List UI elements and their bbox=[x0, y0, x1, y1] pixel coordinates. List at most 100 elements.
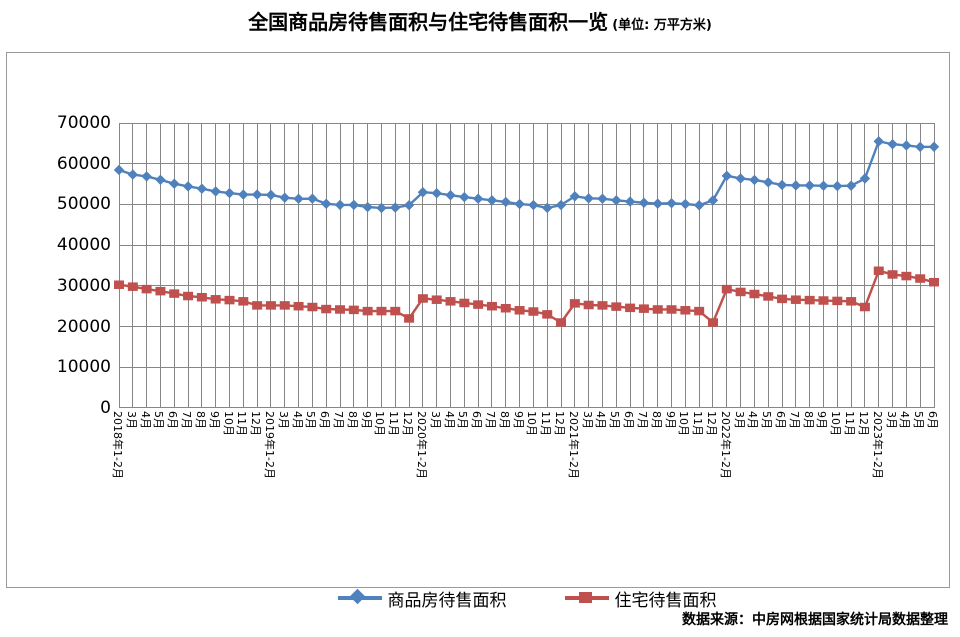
gridline-vertical bbox=[546, 123, 548, 408]
legend-label-residential: 住宅待售面积 bbox=[614, 590, 717, 611]
data-point-marker-diamond bbox=[348, 199, 360, 211]
data-point-marker-diamond bbox=[845, 180, 857, 191]
gridline-vertical bbox=[892, 123, 894, 408]
page-title: 全国商品房待售面积与住宅待售面积一览 (单位: 万平方米) bbox=[0, 6, 960, 35]
x-axis-tick-label: 6月 bbox=[622, 411, 636, 429]
x-axis-tick-label: 9月 bbox=[815, 411, 829, 429]
data-point-marker-diamond bbox=[914, 141, 926, 153]
x-axis-tick-label: 3月 bbox=[428, 411, 442, 429]
gridline-vertical bbox=[560, 123, 562, 408]
x-axis-tick-label: 3月 bbox=[124, 411, 138, 429]
data-point-marker-diamond bbox=[431, 188, 442, 199]
gridline-vertical bbox=[159, 123, 161, 408]
x-axis-tick-label: 7月 bbox=[787, 411, 801, 429]
x-axis-tick-label: 7月 bbox=[180, 411, 194, 429]
gridline-vertical bbox=[339, 123, 341, 408]
data-point-marker-diamond bbox=[472, 193, 484, 204]
x-axis-tick-label: 10月 bbox=[525, 411, 539, 436]
data-point-marker-diamond bbox=[155, 174, 166, 185]
x-axis-tick-label: 2018年1-2月 bbox=[111, 411, 124, 479]
data-point-marker-square bbox=[210, 295, 221, 304]
y-axis-tick-label: 60000 bbox=[56, 153, 111, 174]
gridline-vertical bbox=[905, 123, 907, 408]
gridline-vertical bbox=[850, 123, 852, 408]
data-point-marker-diamond bbox=[735, 173, 746, 184]
data-point-marker-square bbox=[348, 305, 359, 315]
gridline-horizontal bbox=[119, 244, 935, 246]
legend-item-commercial[interactable]: 商品房待售面积 bbox=[337, 586, 507, 611]
gridline-vertical bbox=[726, 123, 728, 408]
x-axis-tick-label: 5月 bbox=[304, 411, 318, 429]
x-axis-tick-label: 8月 bbox=[649, 411, 663, 429]
x-axis-tick-label: 3月 bbox=[884, 411, 898, 429]
data-point-marker-diamond bbox=[624, 196, 636, 207]
data-point-marker-square bbox=[569, 299, 580, 308]
data-point-marker-square bbox=[486, 301, 497, 311]
gridline-vertical bbox=[463, 123, 465, 408]
title-main-text: 全国商品房待售面积与住宅待售面积一览 bbox=[248, 10, 609, 34]
gridline-horizontal bbox=[119, 285, 935, 287]
data-point-marker-square bbox=[500, 304, 511, 313]
x-axis-tick-label: 11月 bbox=[539, 411, 553, 436]
data-point-marker-diamond bbox=[376, 202, 387, 214]
data-point-marker-square bbox=[293, 301, 304, 311]
gridline-vertical bbox=[353, 123, 355, 408]
data-point-marker-diamond bbox=[638, 197, 650, 208]
data-point-marker-diamond bbox=[887, 138, 898, 150]
data-point-marker-diamond bbox=[832, 180, 843, 192]
gridline-vertical bbox=[477, 123, 479, 408]
data-point-marker-diamond bbox=[790, 180, 802, 191]
x-axis-tick-label: 2023年1-2月 bbox=[870, 411, 884, 479]
gridline-vertical bbox=[394, 123, 396, 408]
data-point-marker-square bbox=[652, 305, 663, 314]
gridline-vertical bbox=[684, 123, 686, 408]
data-point-marker-diamond bbox=[334, 199, 346, 211]
data-point-marker-square bbox=[431, 295, 442, 304]
x-axis-tick-label: 9月 bbox=[511, 411, 525, 429]
gridline-vertical bbox=[574, 123, 576, 408]
data-point-marker-square bbox=[445, 297, 456, 306]
data-source-note: 数据来源：中房网根据国家统计局数据整理 bbox=[682, 612, 948, 628]
x-axis-tick-label: 2020年1-2月 bbox=[414, 411, 428, 479]
series-residential bbox=[114, 266, 939, 327]
data-point-marker-square bbox=[859, 302, 870, 312]
data-point-marker-square bbox=[265, 301, 276, 310]
gridline-vertical bbox=[436, 123, 438, 408]
gridline-vertical bbox=[325, 123, 327, 408]
data-point-marker-diamond bbox=[127, 169, 139, 180]
x-axis-tick-label: 11月 bbox=[235, 411, 249, 436]
data-point-marker-diamond bbox=[113, 164, 125, 176]
x-axis-tick-label: 5月 bbox=[760, 411, 774, 429]
gridline-vertical bbox=[187, 123, 189, 408]
data-point-marker-square bbox=[597, 301, 608, 310]
data-point-marker-diamond bbox=[721, 170, 732, 182]
chart-legend: 商品房待售面积 住宅待售面积 bbox=[119, 578, 935, 618]
x-axis-tick-label: 4月 bbox=[746, 411, 760, 429]
data-point-marker-square bbox=[846, 297, 857, 306]
x-axis-tick-label: 11月 bbox=[387, 411, 401, 436]
data-point-marker-square bbox=[252, 301, 263, 310]
data-point-marker-square bbox=[114, 280, 124, 289]
gridline-vertical bbox=[422, 123, 424, 408]
x-axis-tick-label: 2022年1-2月 bbox=[718, 411, 732, 479]
data-point-marker-square bbox=[929, 277, 939, 287]
data-point-marker-diamond bbox=[514, 198, 525, 210]
series-layer bbox=[113, 136, 940, 327]
x-axis-tick-label: 4月 bbox=[594, 411, 608, 429]
data-point-marker-diamond bbox=[390, 202, 401, 213]
legend-item-residential[interactable]: 住宅待售面积 bbox=[564, 586, 717, 611]
gridline-vertical bbox=[671, 123, 673, 408]
chart-frame: 0 10000 20000 30000 40000 50000 60000 70000 201… bbox=[6, 52, 950, 611]
data-point-marker-square bbox=[583, 300, 594, 310]
x-axis-tick-label: 3月 bbox=[580, 411, 594, 429]
gridline-vertical bbox=[229, 123, 230, 408]
data-point-marker-square bbox=[459, 298, 470, 308]
gridline-vertical bbox=[450, 123, 452, 408]
data-point-marker-square bbox=[169, 289, 180, 298]
data-point-marker-square bbox=[404, 314, 415, 323]
gridline-vertical bbox=[767, 123, 769, 408]
data-point-marker-square bbox=[777, 294, 788, 304]
data-point-marker-square bbox=[790, 295, 801, 304]
series-commercial bbox=[113, 136, 940, 214]
